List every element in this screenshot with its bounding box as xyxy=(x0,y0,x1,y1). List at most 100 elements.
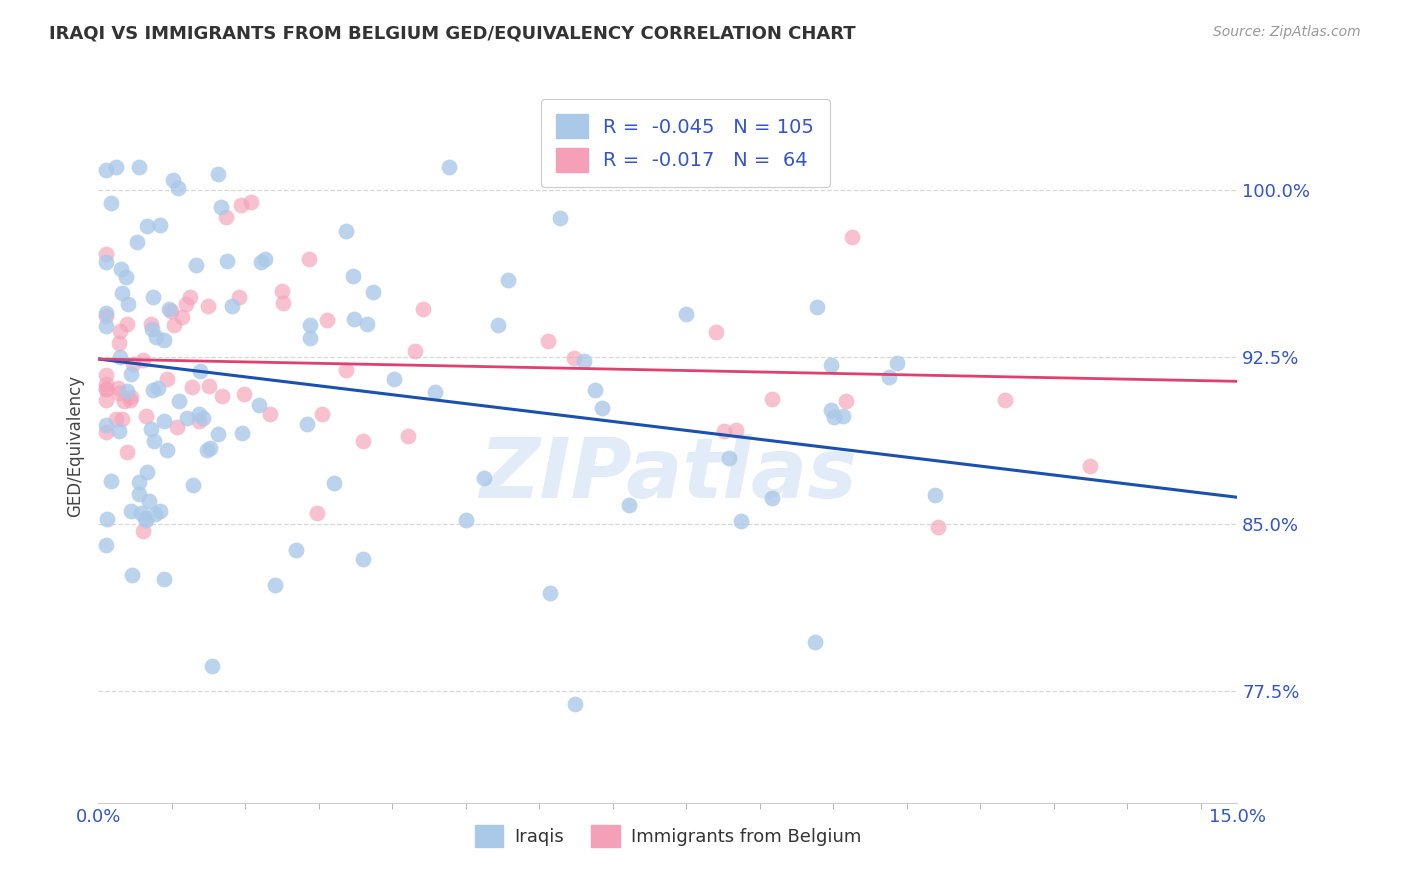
Point xyxy=(142,383,165,397)
Point xyxy=(886,356,908,370)
Point xyxy=(94,163,117,178)
Point xyxy=(100,195,122,210)
Point xyxy=(221,299,243,313)
Point xyxy=(209,201,232,215)
Point xyxy=(823,409,845,424)
Point xyxy=(486,318,509,332)
Point xyxy=(396,429,419,443)
Point xyxy=(231,197,253,211)
Point xyxy=(148,504,170,518)
Point xyxy=(820,402,842,417)
Point xyxy=(117,445,139,459)
Point xyxy=(94,425,117,439)
Point xyxy=(271,296,294,310)
Point xyxy=(207,426,229,441)
Point xyxy=(141,322,163,336)
Point xyxy=(730,514,752,528)
Text: ZIPatlas: ZIPatlas xyxy=(479,434,856,515)
Text: IRAQI VS IMMIGRANTS FROM BELGIUM GED/EQUIVALENCY CORRELATION CHART: IRAQI VS IMMIGRANTS FROM BELGIUM GED/EQU… xyxy=(49,25,856,43)
Point xyxy=(361,285,384,299)
Point xyxy=(156,371,179,385)
Point xyxy=(253,252,276,267)
Point xyxy=(172,310,194,324)
Point xyxy=(94,382,117,396)
Point xyxy=(115,317,138,331)
Point xyxy=(423,385,446,400)
Point xyxy=(94,538,117,552)
Point xyxy=(298,318,321,332)
Point xyxy=(239,194,262,209)
Point xyxy=(94,319,117,334)
Point xyxy=(198,379,221,393)
Point xyxy=(110,262,132,277)
Point xyxy=(761,392,783,406)
Point xyxy=(94,247,117,261)
Point xyxy=(382,371,405,385)
Point xyxy=(120,390,142,404)
Point xyxy=(115,270,138,285)
Point xyxy=(197,299,219,313)
Point xyxy=(145,329,167,343)
Point xyxy=(146,381,169,395)
Point xyxy=(135,513,157,527)
Point xyxy=(299,331,322,345)
Point xyxy=(128,487,150,501)
Point xyxy=(343,312,366,326)
Point xyxy=(548,211,571,225)
Point xyxy=(181,380,204,394)
Point xyxy=(136,465,159,479)
Point xyxy=(927,520,949,534)
Point xyxy=(188,414,211,428)
Point xyxy=(179,290,201,304)
Point xyxy=(412,301,434,316)
Point xyxy=(924,488,946,502)
Point xyxy=(619,499,641,513)
Point xyxy=(352,551,374,566)
Point xyxy=(271,284,294,298)
Point xyxy=(128,475,150,489)
Point xyxy=(94,392,117,407)
Point xyxy=(107,381,129,395)
Point xyxy=(143,507,166,521)
Point xyxy=(188,364,211,378)
Point xyxy=(174,297,197,311)
Point xyxy=(217,254,239,268)
Point xyxy=(132,353,155,368)
Point xyxy=(132,524,155,538)
Point xyxy=(135,219,157,233)
Point xyxy=(1080,458,1102,473)
Point xyxy=(207,167,229,181)
Point xyxy=(356,317,378,331)
Point xyxy=(108,336,131,351)
Point xyxy=(323,476,346,491)
Point xyxy=(160,303,183,318)
Point xyxy=(538,586,561,600)
Point xyxy=(166,420,188,434)
Point xyxy=(118,392,141,407)
Point xyxy=(125,235,148,249)
Point xyxy=(187,407,209,421)
Point xyxy=(135,409,157,424)
Point xyxy=(108,325,131,339)
Point xyxy=(233,387,256,401)
Point xyxy=(128,160,150,174)
Point xyxy=(94,376,117,391)
Legend: Iraqis, Immigrants from Belgium: Iraqis, Immigrants from Belgium xyxy=(467,818,869,855)
Point xyxy=(193,411,215,425)
Point xyxy=(335,224,357,238)
Point xyxy=(215,210,238,224)
Point xyxy=(142,290,165,304)
Point xyxy=(149,218,172,232)
Point xyxy=(152,333,174,347)
Point xyxy=(564,697,586,711)
Point xyxy=(335,363,357,377)
Point xyxy=(704,325,727,339)
Point xyxy=(496,273,519,287)
Point xyxy=(129,507,152,521)
Point xyxy=(404,343,426,358)
Point xyxy=(157,301,180,316)
Point xyxy=(115,384,138,398)
Point xyxy=(166,181,188,195)
Point xyxy=(264,578,287,592)
Point xyxy=(761,491,783,506)
